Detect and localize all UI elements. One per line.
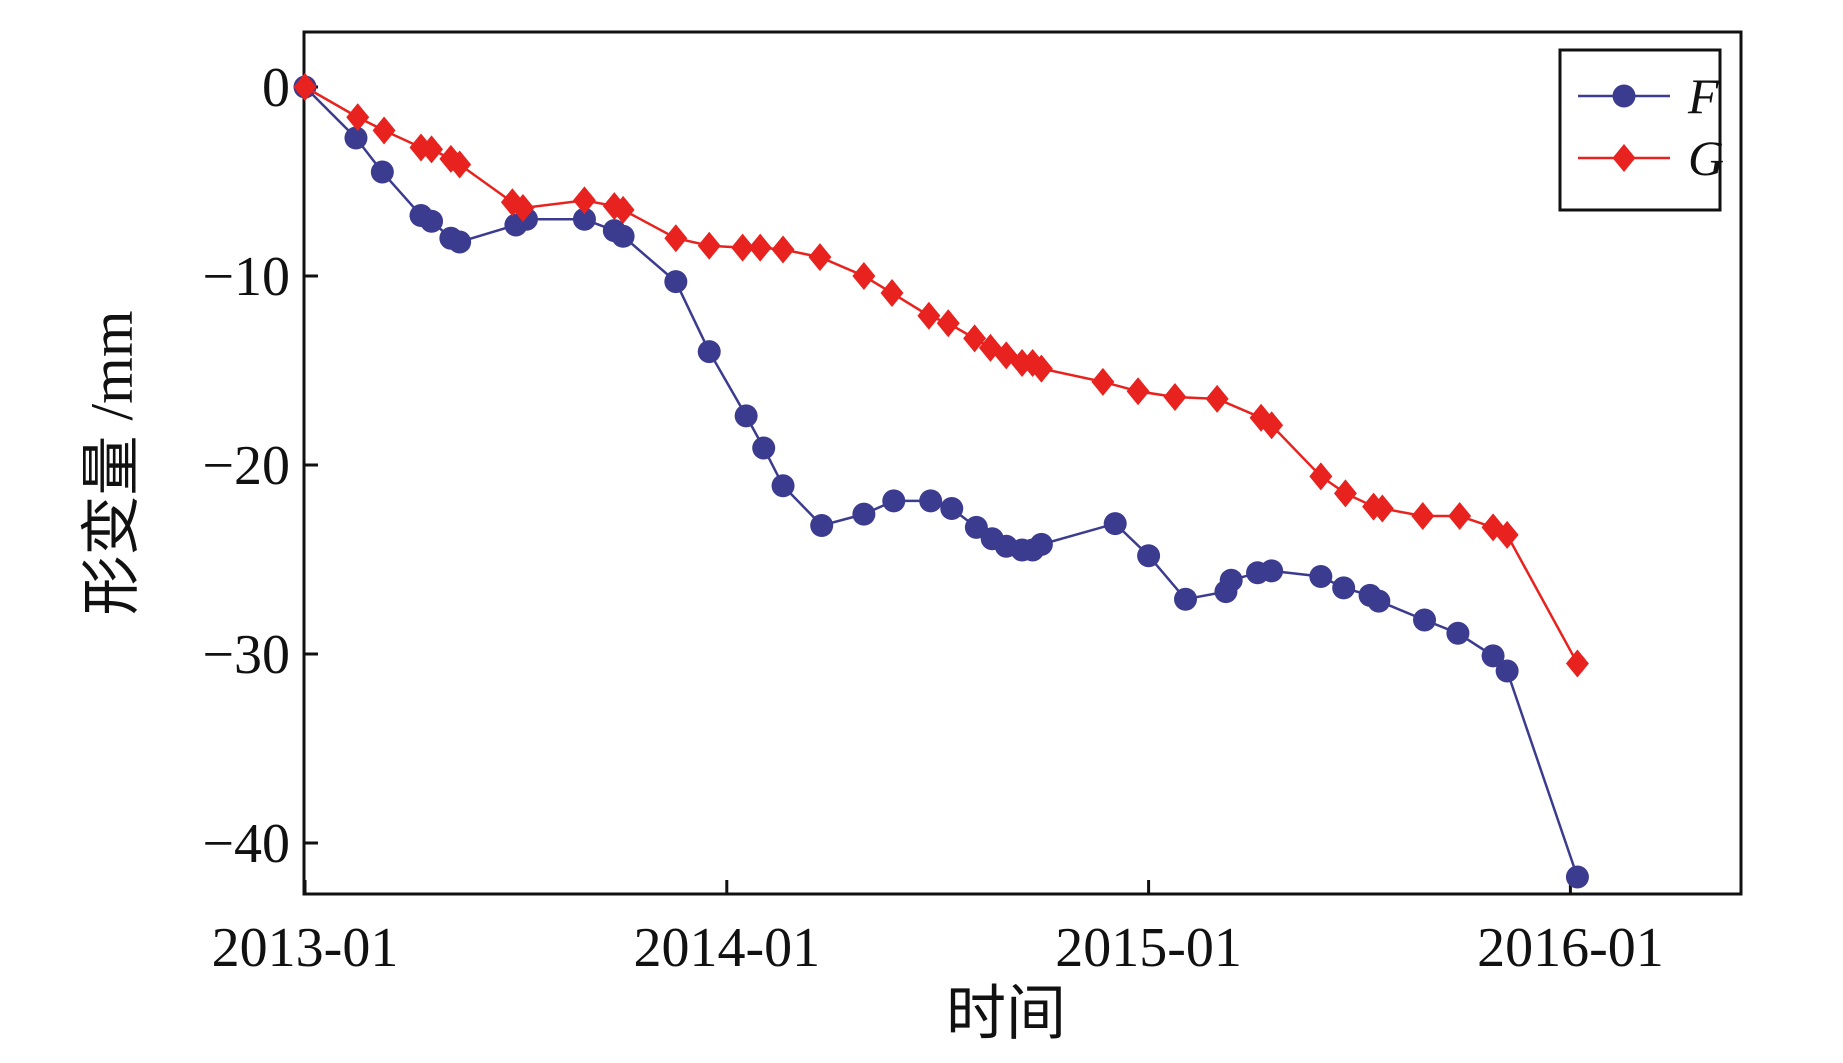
- series-G-point: [963, 324, 987, 353]
- series-G-point: [1260, 411, 1284, 440]
- series-F-point: [771, 474, 795, 498]
- series-G-point: [420, 135, 444, 164]
- y-tick-label: −40: [202, 813, 290, 875]
- series-F-point: [852, 502, 876, 526]
- series-G-point: [748, 233, 772, 262]
- legend-label-F: F: [1687, 68, 1719, 124]
- series-F-point: [882, 489, 906, 513]
- series-G-point: [448, 150, 472, 179]
- series-F-point: [1174, 587, 1198, 611]
- series-G-point: [1126, 377, 1150, 406]
- series-G: [293, 73, 1589, 678]
- series-F-point: [752, 436, 776, 460]
- x-tick-label: 2014-01: [633, 917, 820, 979]
- series-G-line: [304, 85, 1579, 665]
- series-G-point: [771, 235, 795, 264]
- series-F: [293, 75, 1589, 889]
- plot-frame: [302, 30, 1743, 896]
- y-axis-title: 形变量 /mm: [79, 310, 145, 615]
- series-F-point: [1413, 608, 1437, 632]
- series-G-point: [409, 133, 433, 162]
- series-G-point: [611, 195, 635, 224]
- series-F-point: [1332, 576, 1356, 600]
- series-G-point: [346, 103, 370, 132]
- series-F-point: [1219, 568, 1243, 592]
- series-G-point: [808, 243, 832, 272]
- series-F-point: [1481, 644, 1505, 668]
- series-G-point: [1370, 494, 1394, 523]
- y-tick-label: −30: [202, 624, 290, 686]
- x-axis: 2013-01 2014-01 2015-01 2016-01: [212, 880, 1664, 979]
- legend: FG: [1558, 48, 1724, 212]
- series-F-point: [697, 340, 721, 364]
- series-G-point: [293, 73, 317, 101]
- y-tick-label: 0: [262, 57, 290, 119]
- series-G-point: [372, 116, 396, 145]
- series-G-point: [1205, 384, 1229, 413]
- series-F-point: [919, 489, 943, 513]
- series-G-point: [1565, 649, 1589, 678]
- legend-marker-G: [1612, 144, 1636, 172]
- legend-label-G: G: [1688, 130, 1724, 186]
- series-F-point: [1137, 544, 1161, 568]
- y-tick-label: −20: [202, 435, 290, 497]
- series-F-point: [734, 404, 758, 428]
- x-tick-label: 2013-01: [212, 917, 399, 979]
- series-G-point: [1448, 502, 1472, 531]
- series-F-point: [1103, 512, 1127, 536]
- series-F-point: [664, 270, 688, 294]
- series-G-point: [1163, 382, 1187, 411]
- series-G-point: [1309, 462, 1333, 491]
- x-axis-title: 时间: [946, 981, 1066, 1047]
- series-F-point: [1029, 532, 1053, 556]
- series-G-point: [1091, 367, 1115, 396]
- x-tick-label: 2015-01: [1055, 917, 1242, 979]
- series-F-line: [304, 86, 1579, 878]
- series-F-point: [940, 496, 964, 520]
- series-G-point: [1481, 513, 1505, 542]
- series-F-point: [420, 209, 444, 233]
- series-G-point: [511, 193, 535, 222]
- series-F-point: [1260, 559, 1284, 583]
- series-F-point: [1309, 565, 1333, 589]
- series-F-point: [572, 207, 596, 231]
- series-G-point: [1249, 403, 1273, 432]
- series-F-point: [810, 513, 834, 537]
- series-G-point: [1411, 502, 1435, 531]
- series-G-point: [572, 186, 596, 215]
- series-F-point: [1565, 865, 1589, 889]
- series-F-point: [448, 230, 472, 254]
- legend-box: [1558, 48, 1722, 212]
- series-G-point: [1029, 354, 1053, 383]
- series-F-point: [964, 515, 988, 539]
- series-G-point: [1333, 479, 1357, 508]
- series-G-point: [1495, 520, 1519, 549]
- series-F-point: [611, 224, 635, 248]
- series-layer: [293, 73, 1589, 889]
- series-G-point: [978, 333, 1002, 362]
- series-G-point: [852, 262, 876, 290]
- series-G-point: [731, 233, 755, 262]
- series-G-point: [917, 301, 941, 330]
- x-tick-label: 2016-01: [1477, 917, 1664, 979]
- series-G-point: [880, 279, 904, 308]
- series-G-point: [697, 231, 721, 260]
- series-F-point: [1495, 659, 1519, 683]
- series-G-point: [936, 309, 960, 338]
- y-tick-label: −10: [202, 246, 290, 308]
- y-axis: 0 −10 −20 −30 −40: [202, 57, 318, 875]
- series-F-point: [370, 160, 394, 184]
- series-F-point: [1446, 621, 1470, 645]
- legend-marker-F: [1612, 84, 1636, 108]
- series-G-point: [664, 224, 688, 253]
- series-F-point: [344, 126, 368, 150]
- series-F-point: [1367, 589, 1391, 613]
